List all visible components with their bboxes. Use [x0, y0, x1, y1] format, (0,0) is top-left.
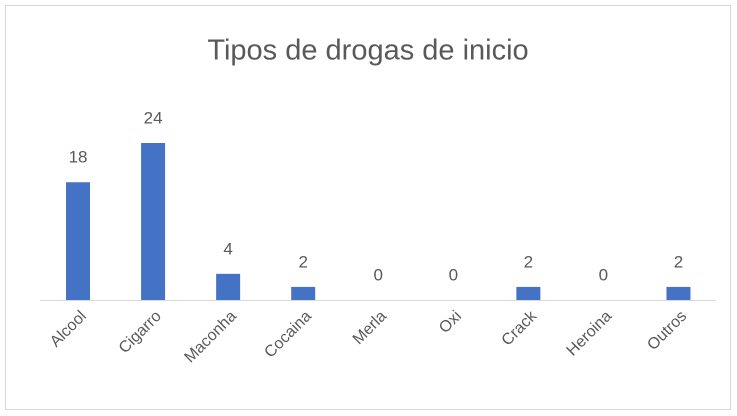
data-label: 0 [599, 265, 608, 284]
bar [666, 286, 691, 300]
data-label: 2 [298, 252, 307, 271]
data-label: 2 [674, 252, 683, 271]
chart-frame [5, 5, 731, 410]
bar [291, 286, 316, 300]
chart-title: Tipos de drogas de inicio [207, 35, 528, 67]
data-label: 24 [144, 108, 163, 127]
data-label: 18 [69, 148, 88, 167]
bar [66, 182, 91, 300]
data-label: 2 [524, 252, 533, 271]
bar [516, 286, 541, 300]
bar [216, 273, 241, 300]
data-label: 0 [374, 265, 383, 284]
bar [141, 143, 166, 300]
data-label: 4 [223, 239, 232, 258]
data-label: 0 [449, 265, 458, 284]
